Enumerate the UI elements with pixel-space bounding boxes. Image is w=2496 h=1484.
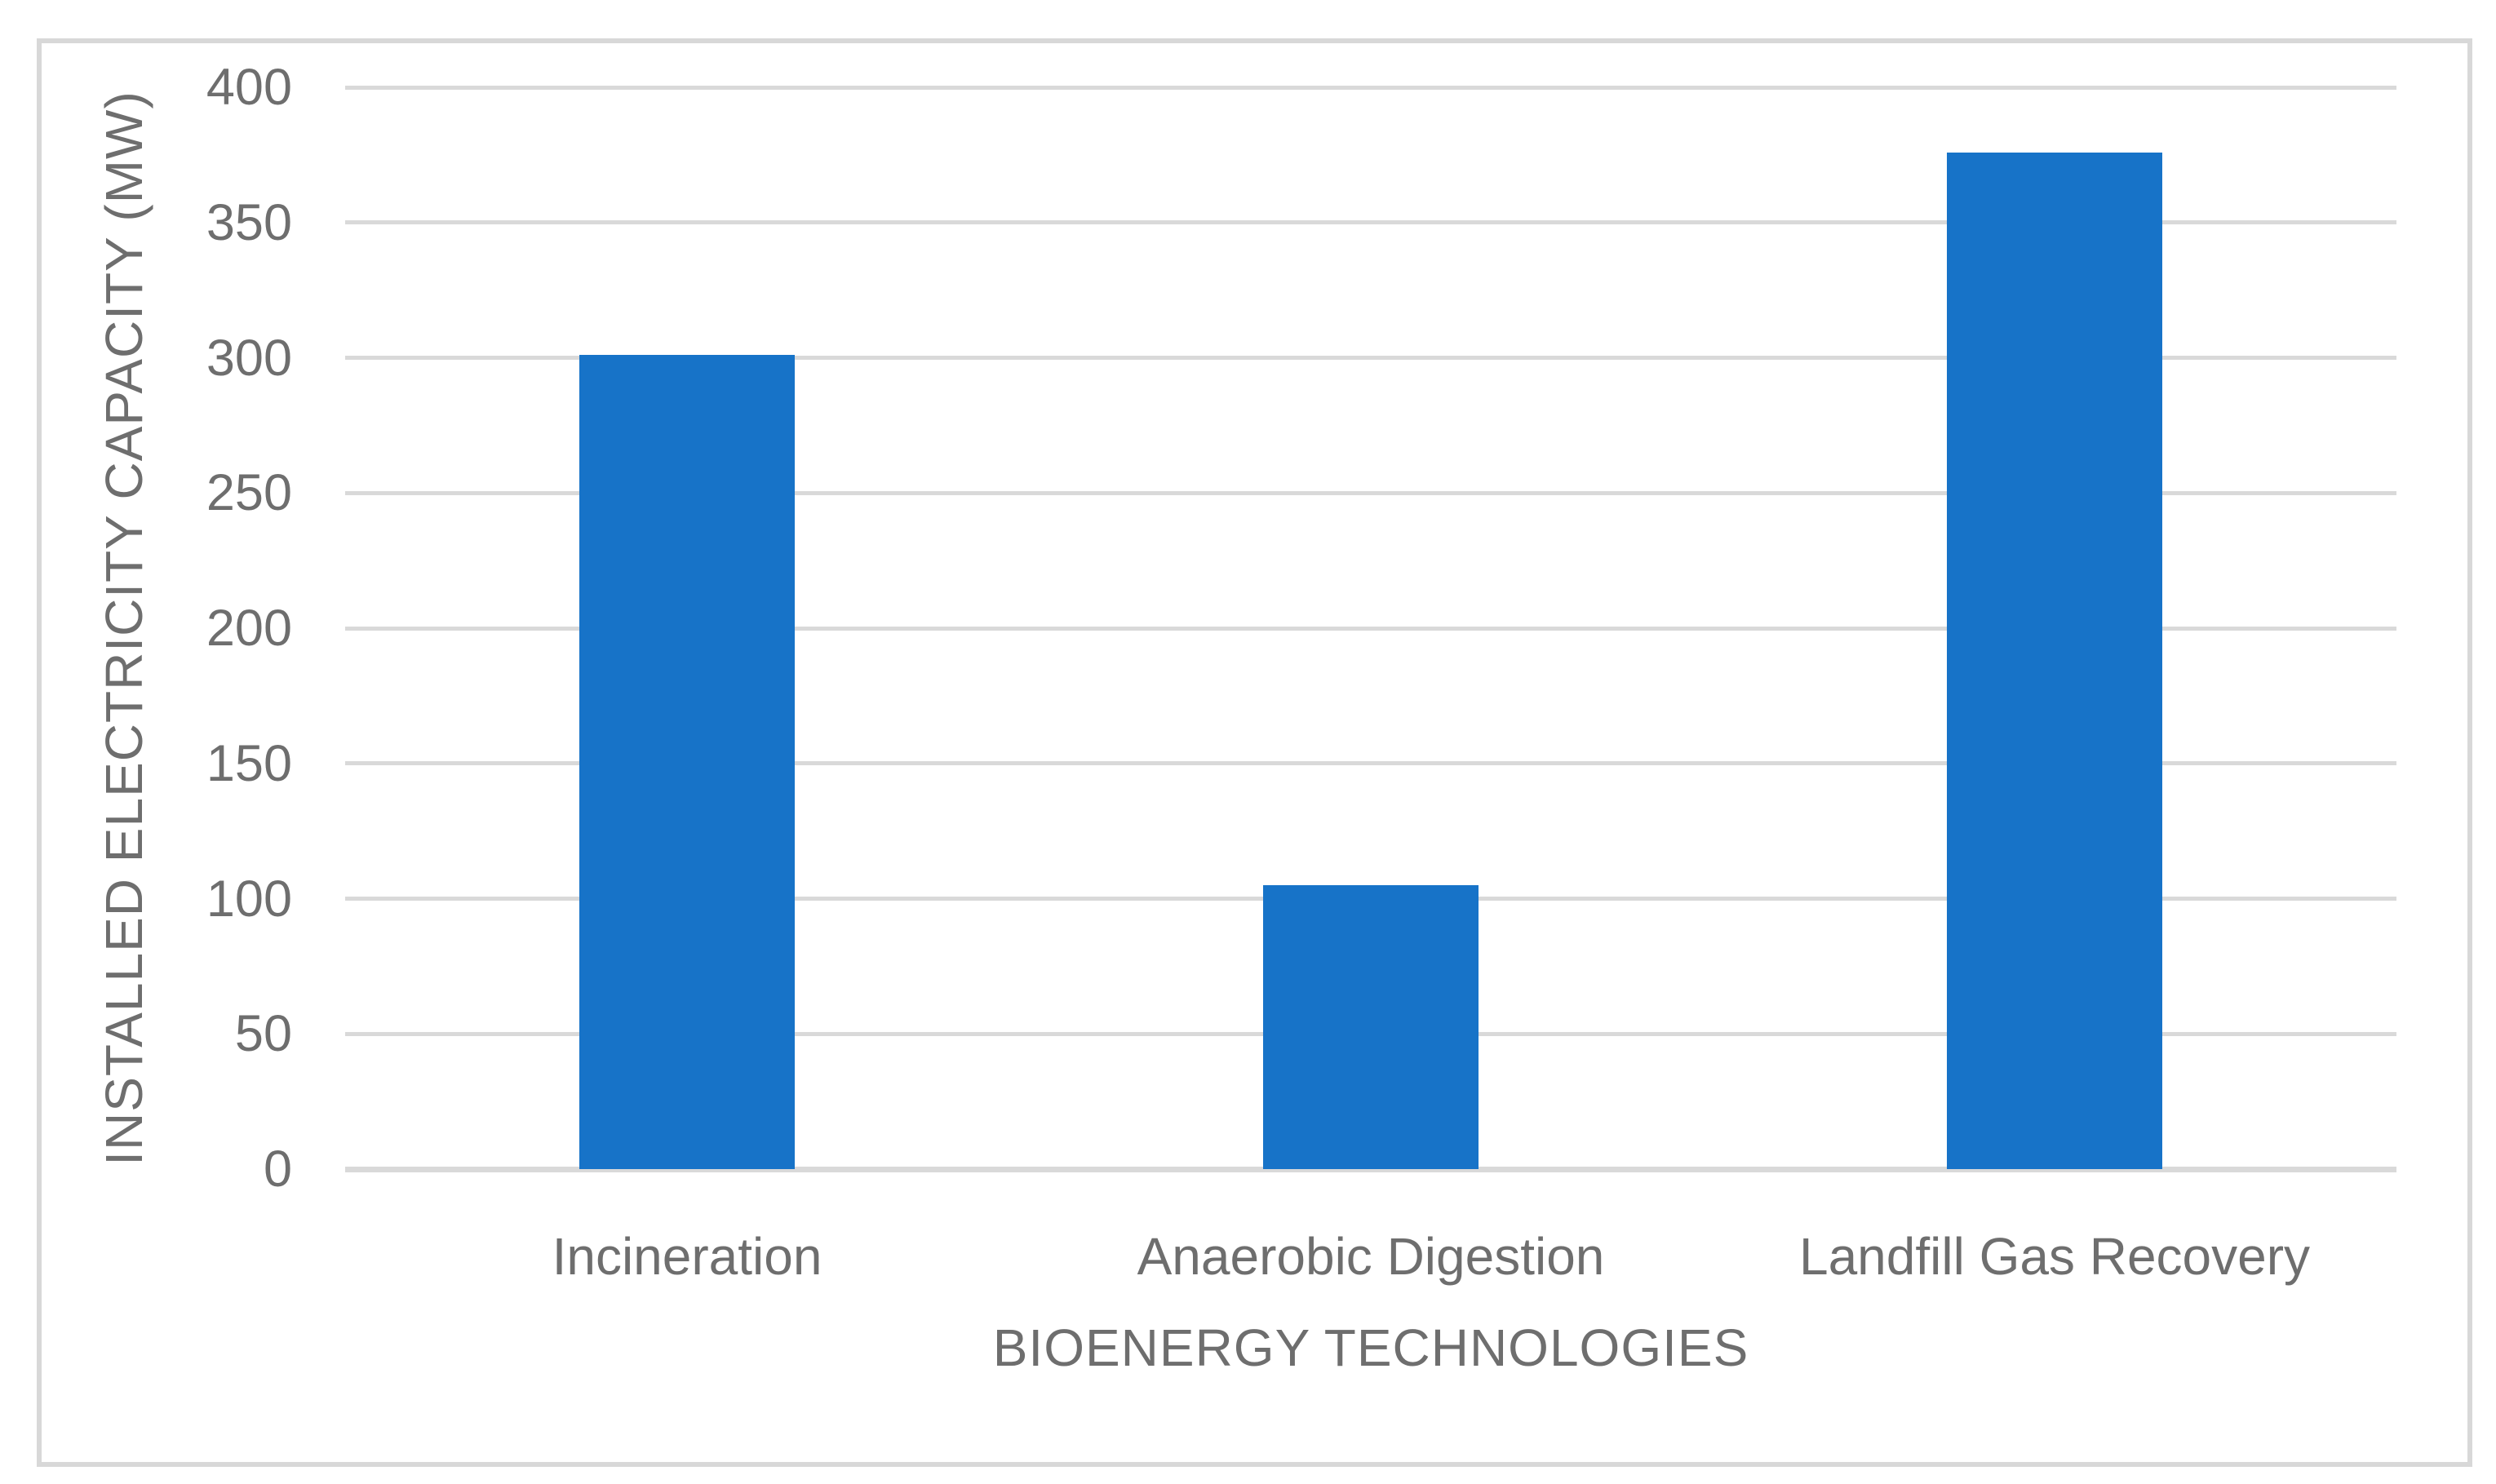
gridline-250 [345, 490, 2396, 495]
y-tick-label-200: 200 [206, 600, 292, 657]
y-tick-label-150: 150 [206, 734, 292, 792]
gridline-200 [345, 626, 2396, 631]
x-category-label-landfill-gas-recovery: Landfill Gas Recovery [1798, 1227, 2311, 1286]
x-category-label-incineration: Incineration [552, 1227, 822, 1286]
bar-landfill-gas-recovery [1947, 152, 2162, 1169]
y-tick-label-400: 400 [206, 59, 292, 116]
y-axis-title: INSTALLED ELECTRICITY CAPACITY (MW) [95, 91, 153, 1166]
y-tick-label-350: 350 [206, 193, 292, 251]
x-axis-line [345, 1166, 2396, 1172]
gridline-350 [345, 220, 2396, 225]
x-category-label-anaerobic-digestion: Anaerobic Digestion [1137, 1227, 1605, 1286]
gridline-150 [345, 761, 2396, 766]
gridline-400 [345, 85, 2396, 90]
y-tick-label-300: 300 [206, 329, 292, 387]
x-axis-title: BIOENERGY TECHNOLOGIES [992, 1318, 1749, 1377]
y-tick-label-250: 250 [206, 464, 292, 522]
y-tick-label-50: 50 [234, 1005, 292, 1063]
gridline-300 [345, 356, 2396, 360]
y-tick-label-0: 0 [263, 1141, 292, 1198]
bar-incineration [579, 355, 795, 1169]
y-tick-label-100: 100 [206, 870, 292, 928]
bar-anaerobic-digestion [1263, 884, 1479, 1169]
